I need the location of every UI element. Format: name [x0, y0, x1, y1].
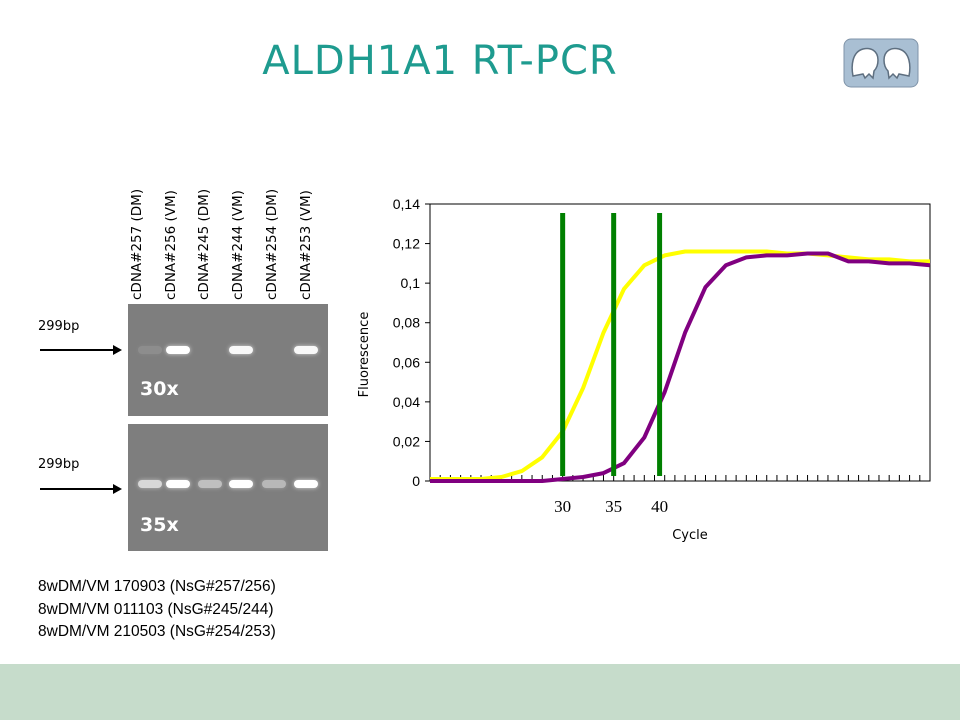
series-line	[430, 251, 931, 483]
gel-band	[166, 346, 190, 354]
marker-size-label: 299bp	[38, 457, 80, 472]
gel-band	[229, 346, 253, 354]
cycle-marker-label: 40	[651, 497, 668, 516]
lane-label: cDNA#256 (VM)	[163, 190, 179, 300]
cycle-count-label: 30x	[140, 378, 179, 400]
gel-band	[294, 346, 318, 354]
y-tick-label: 0	[412, 473, 420, 489]
footer-bar	[0, 664, 960, 720]
gel-band	[166, 480, 190, 488]
sample-line: 8wDM/VM 170903 (NsG#257/256)	[38, 578, 276, 595]
x-axis-label: Cycle	[672, 528, 708, 543]
y-tick-label: 0,12	[393, 236, 420, 252]
gel-band	[229, 480, 253, 488]
gel-band	[262, 480, 286, 488]
y-tick-label: 0,14	[393, 196, 420, 212]
lane-label: cDNA#245 (DM)	[196, 188, 212, 300]
gel-band	[138, 346, 162, 354]
marker-size-label: 299bp	[38, 319, 80, 334]
cycle-count-label: 35x	[140, 514, 179, 536]
cycle-marker-label: 35	[605, 497, 622, 516]
y-tick-label: 0,02	[393, 433, 420, 449]
sample-line: 8wDM/VM 210503 (NsG#254/253)	[38, 623, 276, 640]
y-tick-label: 0,08	[393, 315, 420, 331]
lane-label: cDNA#253 (VM)	[298, 190, 314, 300]
y-tick-label: 0,06	[393, 354, 420, 370]
y-tick-label: 0,1	[401, 275, 421, 291]
lane-label: cDNA#254 (DM)	[264, 188, 280, 300]
y-tick-label: 0,04	[393, 394, 420, 410]
lane-label: cDNA#244 (VM)	[230, 190, 246, 300]
gel-image-30-cycles: 30x	[128, 304, 328, 416]
series-line	[430, 249, 930, 481]
gel-band	[138, 480, 162, 488]
amplification-chart: 0 0,02 0,04 0,06 0,08 0,1 0,12 0,14 30 35 40 Cycle F…	[357, 196, 931, 543]
gel-band	[294, 480, 318, 488]
lane-label: cDNA#257 (DM)	[129, 188, 145, 300]
sample-line: 8wDM/VM 011103 (NsG#245/244)	[38, 600, 274, 618]
y-axis-label: Fluorescence	[357, 312, 372, 398]
cycle-marker-label: 30	[554, 497, 571, 516]
gel-lane-labels: cDNA#257 (DM) cDNA#256 (VM) cDNA#245 (DM…	[126, 150, 330, 300]
gel-image-35-cycles: 35x	[128, 424, 328, 551]
marker-arrow-icon	[40, 484, 122, 494]
page-title: ALDH1A1 RT-PCR	[262, 38, 618, 84]
marker-arrow-icon	[40, 345, 122, 355]
sample-list: 8wDM/VM 170903 (NsG#257/256) 8wDM/VM 011…	[38, 576, 276, 644]
brain-logo-icon	[843, 38, 919, 88]
gel-band	[198, 480, 222, 488]
